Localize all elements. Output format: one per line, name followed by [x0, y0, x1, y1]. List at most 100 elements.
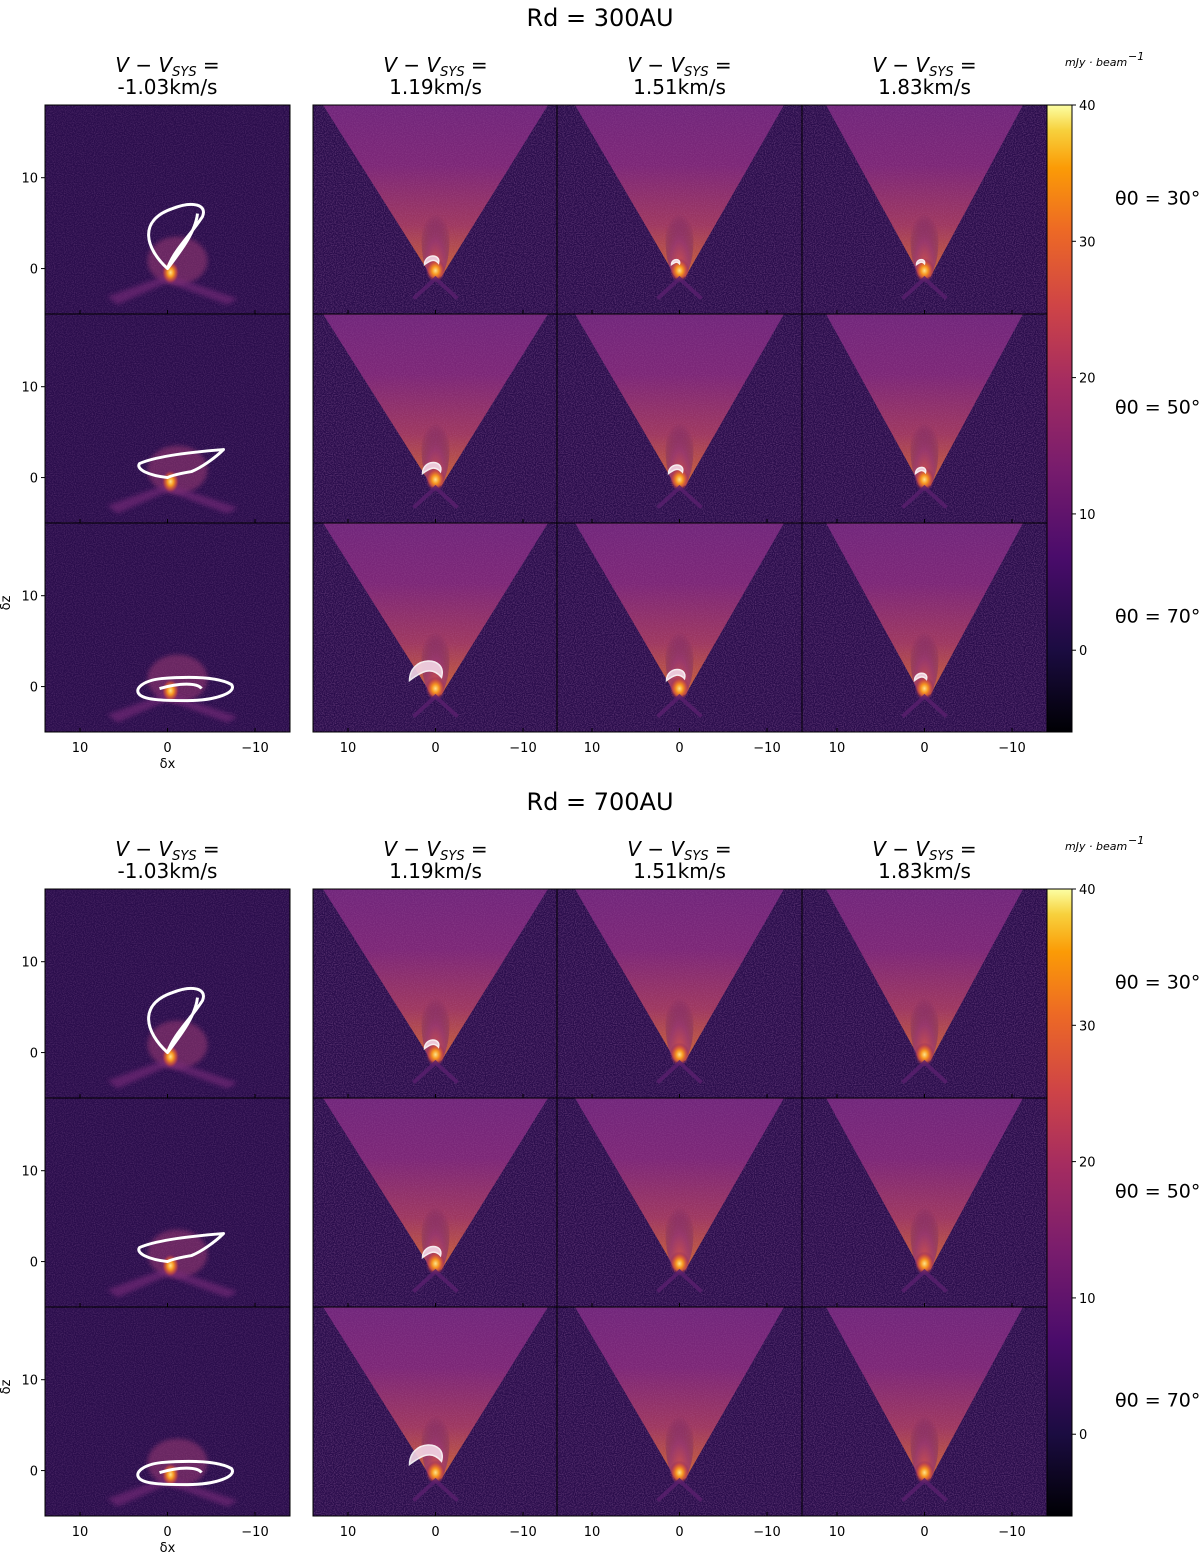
jet-emission — [910, 1195, 939, 1272]
velocity-header-eq: = — [197, 837, 220, 861]
y-axis-label: δz — [0, 1379, 14, 1394]
velocity-header-eq: = — [954, 53, 977, 77]
colorbar — [1046, 104, 1073, 733]
model-contour — [147, 986, 205, 1055]
velocity-header-eq: = — [709, 53, 732, 77]
velocity-header-eq: = — [197, 53, 220, 77]
jet-emission — [421, 1404, 450, 1481]
velocity-header-line1: V − VSYS = — [115, 53, 219, 80]
emission-core — [425, 258, 446, 283]
x-tick-label: 0 — [431, 741, 439, 756]
panel — [556, 1097, 803, 1308]
velocity-header-prefix: V − V — [872, 53, 930, 77]
y-axis-label: δz — [0, 595, 14, 610]
y-tick-label: 10 — [21, 956, 38, 971]
panel — [41, 104, 291, 315]
panel — [41, 522, 291, 733]
model-contour-small — [665, 668, 686, 683]
velocity-header-eq: = — [954, 837, 977, 861]
velocity-header-value: 1.51km/s — [633, 859, 726, 883]
model-contour-small — [421, 1245, 442, 1260]
colorbar-tick-label: 30 — [1079, 1019, 1096, 1034]
model-contour-small — [408, 1444, 443, 1467]
colorbar-tick-label: 20 — [1079, 1156, 1096, 1171]
model-contour-small — [913, 672, 928, 683]
emission-core — [914, 1460, 935, 1485]
x-tick-label: −10 — [509, 741, 536, 756]
model-contour — [136, 1459, 234, 1487]
colorbar-tick-label: 40 — [1079, 99, 1096, 114]
y-tick-label: 0 — [30, 472, 38, 487]
x-tick-label: 10 — [72, 741, 89, 756]
model-contour — [147, 202, 205, 271]
x-tick-label: −10 — [509, 1525, 536, 1540]
emission-core — [669, 1042, 690, 1067]
x-tick-label: 0 — [920, 1525, 928, 1540]
panel — [801, 1097, 1048, 1308]
panel — [312, 1306, 559, 1517]
disk-shadow — [901, 1268, 948, 1294]
y-tick-label: 10 — [21, 1165, 38, 1180]
x-tick-label: 0 — [920, 741, 928, 756]
theta-row-label: θ0 = 30° — [1115, 188, 1200, 210]
emission-core — [669, 258, 690, 283]
x-tick-label: 10 — [340, 741, 357, 756]
emission-core — [425, 1460, 446, 1485]
panel — [556, 1306, 803, 1517]
y-tick-label: 10 — [21, 172, 38, 187]
jet-emission — [910, 986, 939, 1063]
colorbar-label: mJy · beam — [1065, 840, 1127, 853]
model-contour-small — [408, 660, 443, 683]
disk-shadow — [656, 484, 703, 510]
colorbar-tick-label: 30 — [1079, 235, 1096, 250]
model-contour-small — [421, 461, 442, 476]
panel — [801, 104, 1048, 315]
panel — [41, 1306, 291, 1517]
model-contour-small — [914, 466, 927, 476]
model-contour-small — [670, 258, 681, 267]
panel — [312, 104, 559, 315]
panel-group-rd300: V − VSYS =-1.03km/sV − VSYS =1.19km/sV −… — [0, 50, 1200, 772]
x-tick-label: 10 — [584, 1525, 601, 1540]
disk-shadow — [656, 1059, 703, 1085]
colorbar-tick-label: 10 — [1079, 508, 1096, 523]
panel — [312, 888, 559, 1099]
y-tick-label: 0 — [30, 1256, 38, 1271]
y-tick-label: 0 — [30, 1465, 38, 1480]
panel — [556, 313, 803, 524]
velocity-header-value: 1.19km/s — [389, 75, 482, 99]
panel — [312, 522, 559, 733]
emission-core — [914, 258, 935, 283]
x-tick-label: 10 — [340, 1525, 357, 1540]
velocity-header-prefix: V − V — [627, 53, 685, 77]
colorbar-tick-label: 20 — [1079, 372, 1096, 387]
x-tick-label: 0 — [163, 741, 171, 756]
panel — [801, 888, 1048, 1099]
panel — [312, 313, 559, 524]
emission-core — [669, 1251, 690, 1276]
jet-emission — [910, 1404, 939, 1481]
model-contour — [136, 675, 234, 703]
velocity-header-sub: SYS — [684, 849, 708, 864]
y-tick-label: 0 — [30, 681, 38, 696]
velocity-header-line1: V − VSYS = — [115, 837, 219, 864]
velocity-header-line1: V − VSYS = — [872, 53, 976, 80]
group-title-rd700: Rd = 700AU — [526, 788, 673, 816]
theta-row-label: θ0 = 70° — [1115, 606, 1200, 628]
panel — [801, 313, 1048, 524]
velocity-header-line1: V − VSYS = — [627, 837, 731, 864]
theta-row-label: θ0 = 30° — [1115, 972, 1200, 994]
panel — [801, 522, 1048, 733]
jet-emission — [910, 202, 939, 279]
x-tick-label: −10 — [998, 1525, 1025, 1540]
disk-shadow — [656, 1477, 703, 1503]
colorbar-label: mJy · beam — [1065, 56, 1127, 69]
emission-core — [425, 1042, 446, 1067]
velocity-header-prefix: V − V — [115, 837, 173, 861]
disk-shadow — [656, 275, 703, 301]
model-contour-small — [423, 255, 440, 267]
velocity-header-sub: SYS — [440, 849, 464, 864]
emission-core — [914, 1042, 935, 1067]
panel-group-rd700: V − VSYS =-1.03km/sV − VSYS =1.19km/sV −… — [0, 834, 1200, 1556]
